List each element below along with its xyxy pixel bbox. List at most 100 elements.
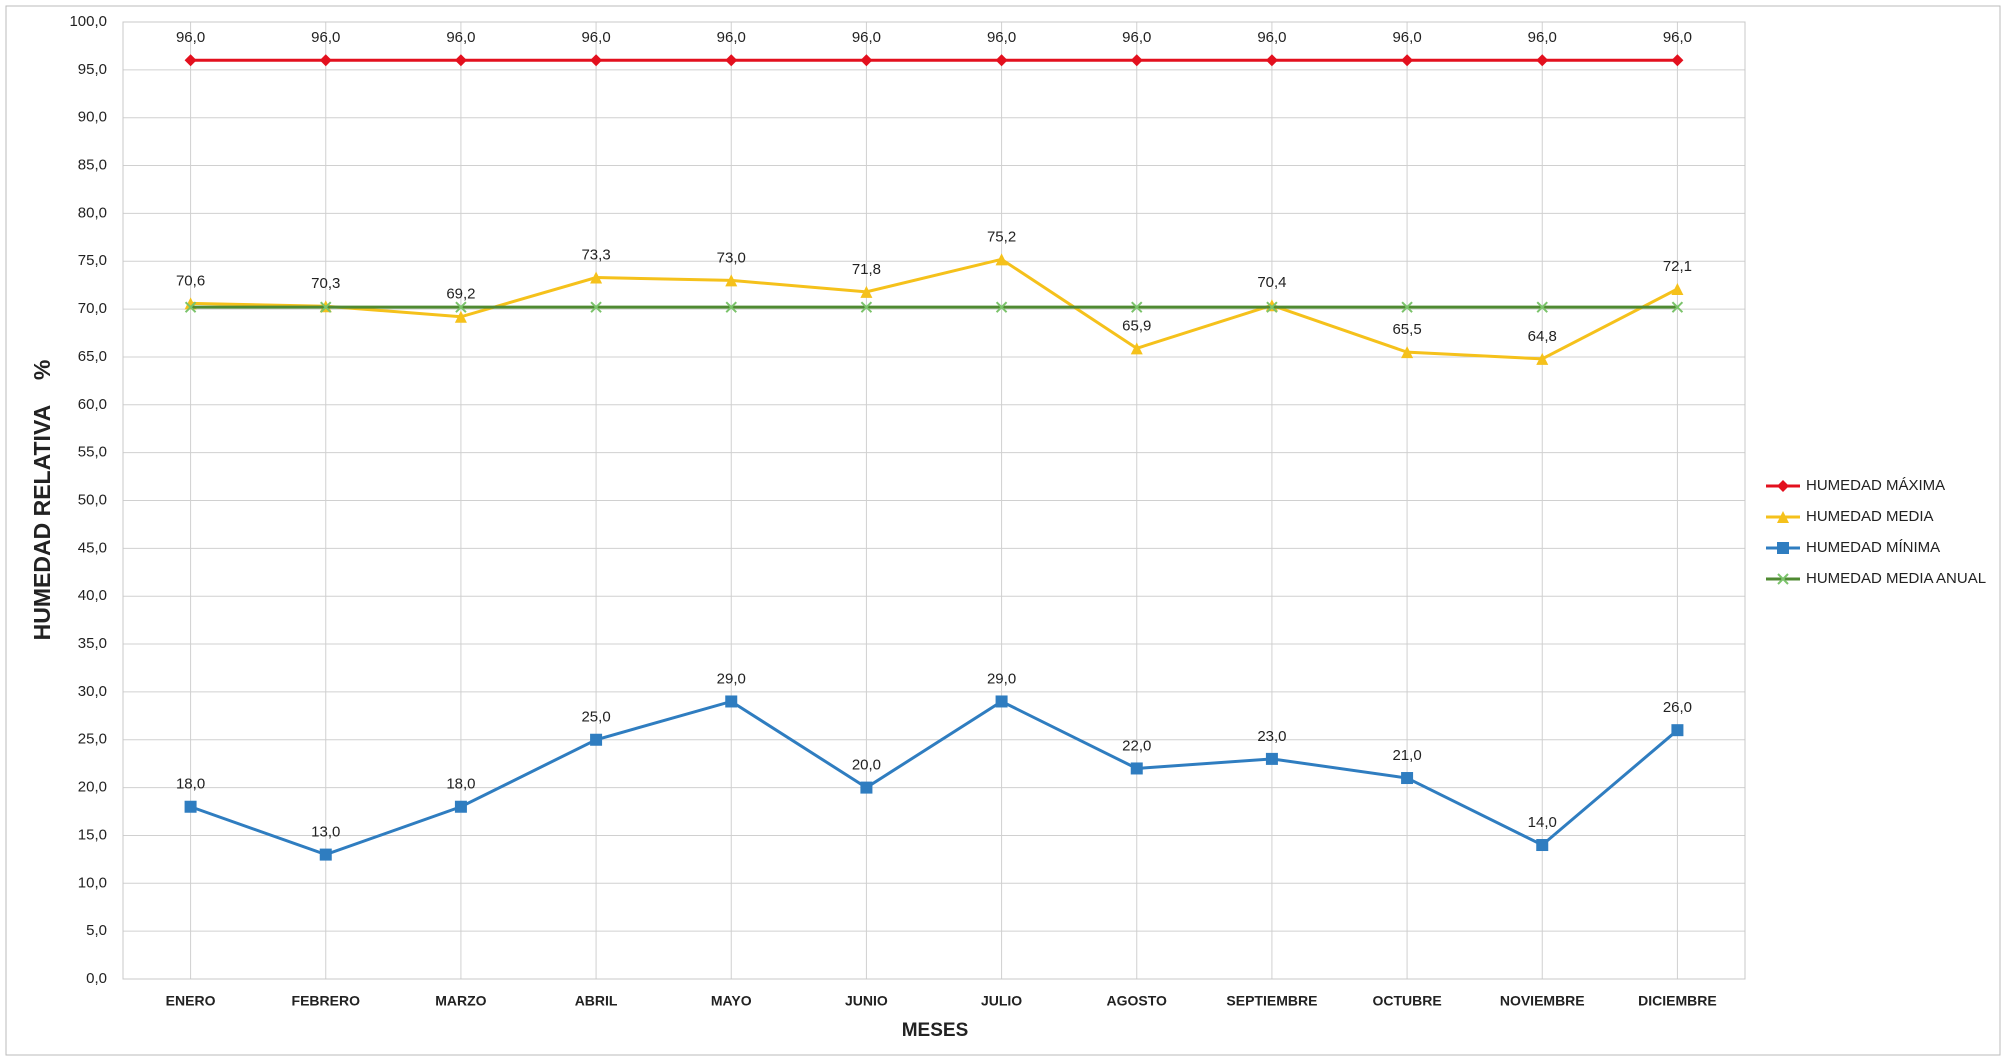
data-label: 18,0 xyxy=(176,776,205,793)
data-point xyxy=(1671,724,1684,737)
data-point xyxy=(454,310,467,323)
data-label: 96,0 xyxy=(581,29,610,46)
data-point xyxy=(725,301,737,313)
y-tick-label: 95,0 xyxy=(78,61,107,78)
y-tick-label: 60,0 xyxy=(78,396,107,413)
data-label: 73,0 xyxy=(717,249,746,266)
data-label: 71,8 xyxy=(852,261,881,278)
data-point xyxy=(860,285,873,298)
data-point xyxy=(1536,54,1549,67)
y-tick-label: 100,0 xyxy=(69,13,107,30)
x-tick-label: ENERO xyxy=(166,993,216,1009)
y-tick-label: 90,0 xyxy=(78,109,107,126)
y-axis-title: HUMEDAD RELATIVA % xyxy=(29,360,55,641)
data-label: 96,0 xyxy=(311,29,340,46)
data-label: 96,0 xyxy=(717,29,746,46)
y-tick-label: 45,0 xyxy=(78,539,107,556)
data-label: 96,0 xyxy=(1257,29,1286,46)
y-tick-label: 85,0 xyxy=(78,157,107,174)
y-tick-label: 15,0 xyxy=(78,826,107,843)
legend-marker xyxy=(1777,480,1789,492)
y-tick-label: 20,0 xyxy=(78,779,107,796)
x-tick-label: JUNIO xyxy=(845,993,888,1009)
data-point xyxy=(1671,283,1684,296)
data-point xyxy=(860,301,873,313)
x-tick-label: OCTUBRE xyxy=(1372,993,1441,1009)
data-point xyxy=(1131,301,1143,313)
data-label: 96,0 xyxy=(1392,29,1421,46)
data-label: 14,0 xyxy=(1528,814,1557,831)
x-tick-label: MAYO xyxy=(711,993,752,1009)
data-label: 96,0 xyxy=(1122,29,1151,46)
x-axis-title: MESES xyxy=(902,1020,969,1041)
y-tick-label: 65,0 xyxy=(78,348,107,365)
data-label: 26,0 xyxy=(1663,699,1692,716)
data-label: 96,0 xyxy=(852,29,881,46)
data-point xyxy=(454,800,467,813)
data-point xyxy=(1671,54,1684,67)
data-point xyxy=(1671,301,1684,313)
legend-label: HUMEDAD MÍNIMA xyxy=(1806,539,1940,556)
data-label: 72,1 xyxy=(1663,258,1692,275)
data-point xyxy=(590,54,603,67)
x-tick-label: NOVIEMBRE xyxy=(1500,993,1585,1009)
x-tick-label: MARZO xyxy=(435,993,486,1009)
data-point xyxy=(590,271,603,284)
data-point xyxy=(1130,54,1143,67)
data-point xyxy=(995,253,1008,266)
legend-label: HUMEDAD MEDIA ANUAL xyxy=(1806,570,1986,587)
legend-marker xyxy=(1777,573,1789,585)
data-label: 21,0 xyxy=(1392,747,1421,764)
data-label: 23,0 xyxy=(1257,728,1286,745)
data-point xyxy=(1401,301,1413,313)
data-point xyxy=(1265,752,1278,765)
chart-frame xyxy=(5,5,2001,1056)
y-tick-label: 70,0 xyxy=(78,300,107,317)
x-tick-label: AGOSTO xyxy=(1107,993,1168,1009)
data-point xyxy=(1536,839,1549,852)
y-tick-label: 10,0 xyxy=(78,874,107,891)
data-point xyxy=(184,301,197,313)
data-point xyxy=(725,274,738,287)
y-tick-label: 0,0 xyxy=(86,970,107,987)
data-point xyxy=(590,733,603,746)
data-label: 70,6 xyxy=(176,272,205,289)
data-point xyxy=(454,54,467,67)
data-label: 65,5 xyxy=(1392,321,1421,338)
data-label: 29,0 xyxy=(717,670,746,687)
y-tick-label: 40,0 xyxy=(78,587,107,604)
data-label: 96,0 xyxy=(176,29,205,46)
y-tick-label: 75,0 xyxy=(78,252,107,269)
x-tick-label: SEPTIEMBRE xyxy=(1226,993,1317,1009)
legend-label: HUMEDAD MEDIA xyxy=(1806,508,1934,525)
legend-label: HUMEDAD MÁXIMA xyxy=(1806,477,1945,494)
data-point xyxy=(1536,352,1549,365)
y-tick-label: 5,0 xyxy=(86,922,107,939)
data-label: 20,0 xyxy=(852,757,881,774)
data-point xyxy=(995,301,1008,313)
y-tick-label: 55,0 xyxy=(78,444,107,461)
data-point xyxy=(590,301,602,313)
data-label: 65,9 xyxy=(1122,317,1151,334)
data-point xyxy=(860,781,873,794)
data-point xyxy=(1266,301,1278,313)
data-point xyxy=(1401,54,1414,67)
data-point xyxy=(1401,772,1414,785)
legend-marker xyxy=(1777,542,1789,554)
data-point xyxy=(320,301,332,313)
x-tick-label: FEBRERO xyxy=(292,993,361,1009)
data-point xyxy=(184,800,197,813)
data-label: 70,3 xyxy=(311,275,340,292)
data-label: 73,3 xyxy=(581,246,610,263)
x-tick-label: JULIO xyxy=(981,993,1022,1009)
data-point xyxy=(995,695,1008,708)
data-label: 75,2 xyxy=(987,228,1016,245)
data-label: 13,0 xyxy=(311,824,340,841)
data-point xyxy=(1265,54,1278,67)
x-tick-label: ABRIL xyxy=(575,993,618,1009)
series-line xyxy=(190,699,1679,857)
data-label: 70,4 xyxy=(1257,274,1286,291)
data-label: 18,0 xyxy=(446,776,475,793)
